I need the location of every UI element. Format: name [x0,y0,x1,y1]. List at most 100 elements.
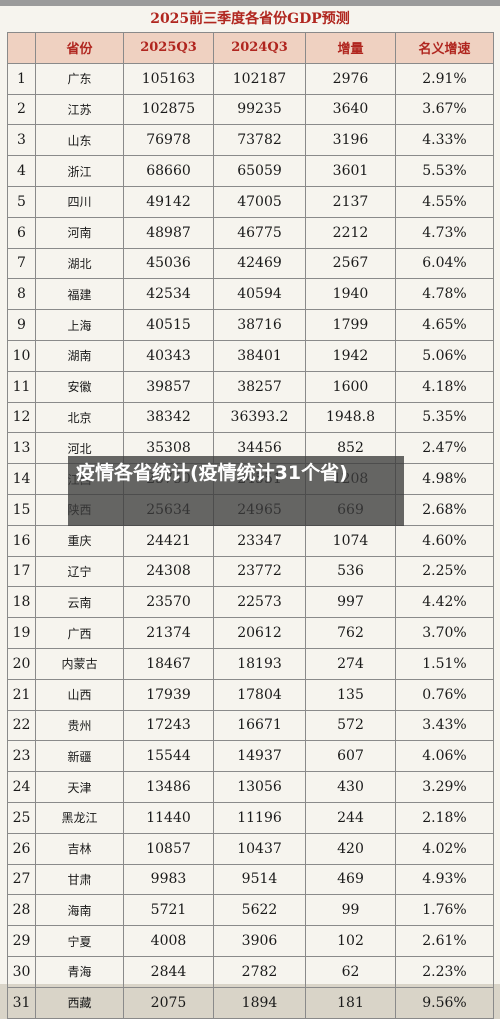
cell-growth: 3.70% [395,617,494,649]
cell-growth: 0.76% [395,678,494,711]
cell-2025q3: 45036 [123,247,214,280]
cell-2024q3: 3906 [213,925,306,957]
cell-2025q3: 38342 [123,401,214,434]
cell-growth: 3.29% [395,771,494,803]
cell-growth: 5.35% [395,401,494,434]
cell-province: 黑龙江 [35,801,124,834]
cell-index: 7 [7,247,36,280]
cell-growth: 2.18% [395,801,494,834]
cell-2025q3: 2844 [123,955,214,988]
header-row: 省份 2025Q3 2024Q3 增量 名义增速 [7,32,494,64]
cell-2024q3: 99235 [213,93,306,126]
cell-growth: 4.33% [395,124,494,157]
cell-2025q3: 40343 [123,339,214,372]
table-row: 16 重庆 24421 23347 1074 4.60% [7,524,494,557]
cell-growth: 3.43% [395,709,494,742]
cell-growth: 2.23% [395,955,494,988]
cell-2025q3: 9983 [123,863,214,896]
cell-increment: 1074 [305,524,396,557]
table-row: 1 广东 105163 102187 2976 2.91% [7,62,494,95]
cell-2025q3: 23570 [123,586,214,619]
cell-2025q3: 49142 [123,185,214,218]
cell-index: 23 [7,740,36,773]
cell-province: 云南 [35,586,124,619]
cell-growth: 2.47% [395,432,494,465]
cell-index: 21 [7,678,36,711]
cell-index: 29 [7,925,36,957]
cell-growth: 5.06% [395,339,494,372]
table-row: 29 宁夏 4008 3906 102 2.61% [7,925,494,957]
cell-index: 15 [7,493,36,526]
table-row: 2 江苏 102875 99235 3640 3.67% [7,93,494,126]
table-row: 25 黑龙江 11440 11196 244 2.18% [7,801,494,834]
cell-index: 16 [7,524,36,557]
cell-index: 2 [7,93,36,126]
cell-growth: 4.73% [395,216,494,249]
table-row: 3 山东 76978 73782 3196 4.33% [7,124,494,157]
cell-growth: 5.53% [395,155,494,187]
cell-growth: 4.06% [395,740,494,773]
cell-growth: 4.93% [395,863,494,896]
cell-index: 5 [7,185,36,218]
cell-increment: 1942 [305,339,396,372]
cell-increment: 2976 [305,62,396,95]
cell-2025q3: 42534 [123,278,214,311]
cell-index: 10 [7,339,36,372]
cell-province: 海南 [35,894,124,927]
table-row: 4 浙江 68660 65059 3601 5.53% [7,155,494,187]
cell-province: 天津 [35,771,124,803]
cell-province: 上海 [35,309,124,341]
cell-index: 25 [7,801,36,834]
cell-increment: 536 [305,555,396,588]
cell-2025q3: 17243 [123,709,214,742]
cell-2024q3: 18193 [213,647,306,680]
top-bar [0,0,500,6]
cell-province: 四川 [35,185,124,218]
cell-index: 1 [7,62,36,95]
cell-increment: 3640 [305,93,396,126]
cell-2024q3: 14937 [213,740,306,773]
cell-2025q3: 21374 [123,617,214,649]
cell-growth: 2.61% [395,925,494,957]
cell-index: 13 [7,432,36,465]
table-row: 17 辽宁 24308 23772 536 2.25% [7,555,494,588]
cell-index: 3 [7,124,36,157]
cell-increment: 2212 [305,216,396,249]
cell-province: 辽宁 [35,555,124,588]
cell-2024q3: 13056 [213,771,306,803]
cell-index: 6 [7,216,36,249]
cell-index: 28 [7,894,36,927]
cell-increment: 3601 [305,155,396,187]
cell-2024q3: 5622 [213,894,306,927]
cell-2024q3: 42469 [213,247,306,280]
header-growth: 名义增速 [395,32,494,64]
cell-growth: 4.65% [395,309,494,341]
table-row: 11 安徽 39857 38257 1600 4.18% [7,370,494,403]
cell-index: 17 [7,555,36,588]
cell-province: 北京 [35,401,124,434]
table-row: 28 海南 5721 5622 99 1.76% [7,894,494,927]
table-row: 22 贵州 17243 16671 572 3.43% [7,709,494,742]
cell-2024q3: 23347 [213,524,306,557]
cell-2024q3: 38716 [213,309,306,341]
cell-2024q3: 17804 [213,678,306,711]
header-2024q3: 2024Q3 [213,32,306,64]
cell-2024q3: 16671 [213,709,306,742]
caption-text: 疫情各省统计(疫情统计31个省) [76,462,348,484]
cell-province: 浙江 [35,155,124,187]
table-row: 19 广西 21374 20612 762 3.70% [7,617,494,649]
header-increment: 增量 [305,32,396,64]
cell-increment: 997 [305,586,396,619]
table-row: 12 北京 38342 36393.2 1948.8 5.35% [7,401,494,434]
cell-province: 福建 [35,278,124,311]
cell-increment: 469 [305,863,396,896]
cell-index: 31 [7,986,36,1019]
cell-2024q3: 46775 [213,216,306,249]
cell-province: 河北 [35,432,124,465]
cell-2024q3: 102187 [213,62,306,95]
table-row: 6 河南 48987 46775 2212 4.73% [7,216,494,249]
cell-2024q3: 65059 [213,155,306,187]
cell-growth: 1.76% [395,894,494,927]
cell-province: 新疆 [35,740,124,773]
